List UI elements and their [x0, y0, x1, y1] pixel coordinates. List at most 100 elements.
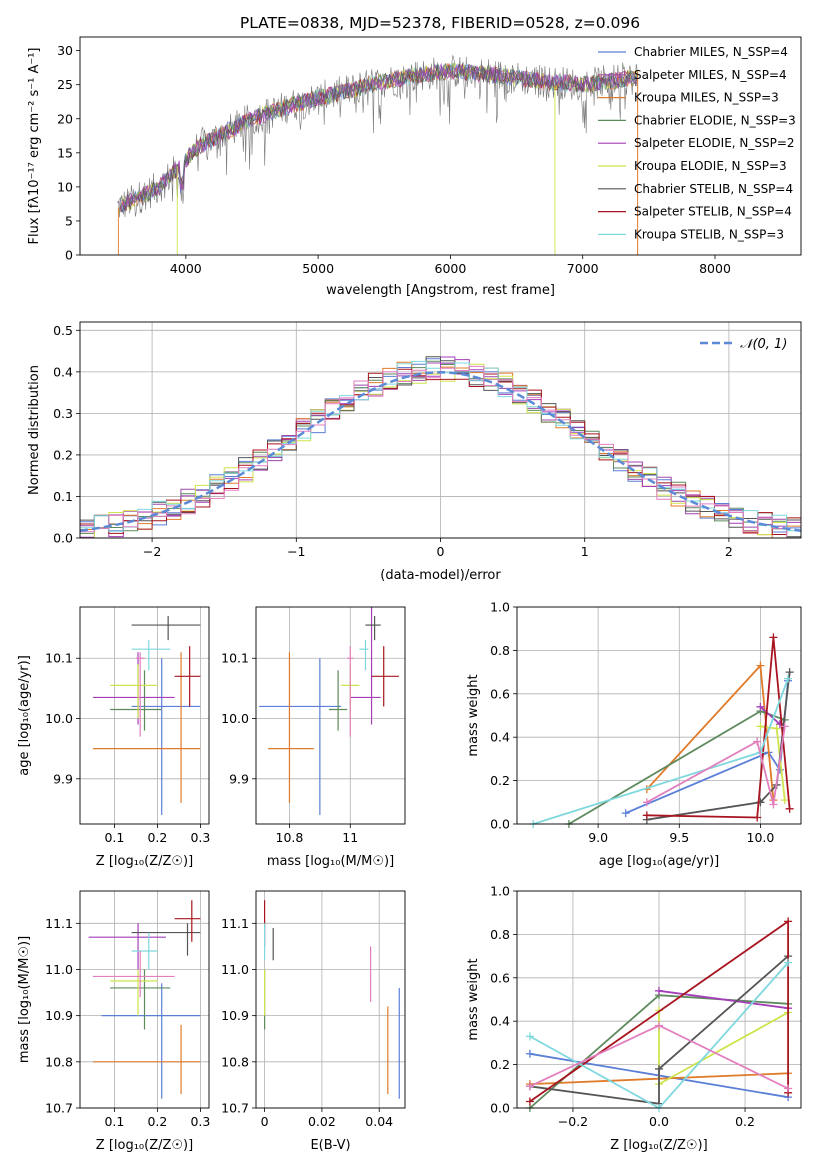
- y-tick-label: 0.8: [490, 643, 510, 658]
- y-tick-label: 0.0: [490, 817, 510, 832]
- weight-marker: [785, 668, 794, 677]
- x-tick-label: 6000: [435, 261, 467, 276]
- weight-marker: [642, 811, 651, 820]
- x-tick-label: 10.0: [747, 830, 775, 845]
- data-point: [101, 983, 201, 1099]
- x-tick-label: 9.5: [669, 830, 689, 845]
- spectrum-model-line: [119, 64, 638, 213]
- weight-marker: [784, 674, 793, 683]
- x-tick-label: 7000: [567, 261, 599, 276]
- axes-frame: [79, 321, 802, 539]
- axes-frame: [516, 606, 802, 825]
- data-point: [365, 616, 381, 641]
- weight-marker: [525, 1032, 534, 1041]
- legend-entry: Salpeter STELIB, N_SSP=4: [634, 205, 792, 219]
- weight-series-line: [529, 955, 789, 1105]
- data-point: [131, 616, 201, 641]
- data-point: [92, 652, 201, 803]
- data-point: [131, 640, 171, 671]
- y-axis-label: age [log₁₀(age/yr)]: [17, 655, 32, 776]
- axes-frame: [255, 606, 406, 825]
- axes-frame: [516, 890, 802, 1109]
- x-tick-label: 0.1: [104, 830, 124, 845]
- spectrum-model-line: [119, 63, 638, 212]
- y-tick-label: 10.9: [45, 1008, 73, 1023]
- x-tick-label: 10.8: [276, 830, 304, 845]
- y-tick-label: 11.1: [221, 916, 249, 931]
- y-tick-label: 10.7: [221, 1101, 249, 1116]
- weight_vs_age-panel: 9.0 9.5 10.0 0.0 0.2 0.4 0.6 0.8 1.0 age [log₁₀(a…: [466, 600, 802, 869]
- legend-entry: Salpeter ELODIE, N_SSP=2: [634, 136, 795, 150]
- y-tick-label: 0.2: [53, 447, 73, 462]
- x-axis-label: (data-model)/error: [380, 568, 501, 583]
- data-point: [347, 646, 354, 737]
- y-tick-label: 0: [65, 248, 73, 263]
- x-tick-label: 0: [437, 544, 445, 559]
- data-point: [110, 969, 158, 1016]
- weight-marker: [756, 702, 765, 711]
- histogram-step-line: [80, 368, 801, 535]
- x-tick-label: 0.04: [365, 1114, 393, 1129]
- data-point: [92, 652, 175, 725]
- x-tick-label: 4000: [170, 261, 202, 276]
- weight-marker: [756, 661, 765, 670]
- x-axis-label: age [log₁₀(age/yr)]: [599, 854, 720, 869]
- x-tick-label: −1: [287, 544, 305, 559]
- y-tick-label: 10.9: [221, 1008, 249, 1023]
- axes-frame: [79, 606, 210, 825]
- x-tick-label: 0.3: [190, 830, 210, 845]
- y-tick-label: 25: [57, 77, 73, 92]
- weight-marker: [642, 798, 651, 807]
- y-tick-label: 0.0: [53, 531, 73, 546]
- y-tick-label: 10.8: [221, 1054, 249, 1069]
- data-point: [259, 658, 342, 815]
- weight-marker: [780, 722, 789, 731]
- legend-entry: Chabrier STELIB, N_SSP=4: [634, 182, 793, 196]
- y-tick-label: 0.4: [490, 1014, 510, 1029]
- weight-marker: [753, 813, 762, 822]
- x-tick-label: 8000: [699, 261, 731, 276]
- data-point: [359, 640, 369, 671]
- gaussian-curve: [79, 371, 802, 532]
- histogram-step-line: [80, 356, 801, 530]
- weight-marker: [655, 1021, 663, 1030]
- y-tick-label: 5: [65, 213, 73, 228]
- y-tick-label: 10.8: [45, 1054, 73, 1069]
- weight-marker: [784, 1084, 793, 1093]
- x-axis-label: mass [log₁₀(M/M☉)]: [267, 854, 394, 869]
- x-tick-label: −2: [143, 544, 161, 559]
- weight-marker: [525, 1049, 534, 1058]
- weight-marker: [756, 722, 765, 731]
- x-tick-label: 11: [342, 830, 358, 845]
- y-tick-label: 0.4: [490, 730, 510, 745]
- x-tick-label: 0.2: [735, 1114, 755, 1129]
- figure-title: PLATE=0838, MJD=52378, FIBERID=0528, z=0…: [240, 14, 640, 32]
- weight-marker: [655, 1064, 663, 1073]
- data-point: [268, 652, 314, 803]
- x-tick-label: 0.02: [308, 1114, 336, 1129]
- age_vs_Z-panel: 0.1 0.2 0.3 9.9 10.0 10.1 Z [log₁₀(Z/Z☉)] age […: [17, 606, 210, 869]
- data-point: [88, 923, 166, 970]
- mass_vs_Z-panel: 0.1 0.2 0.3 10.7 10.8 10.9 11.0 11.1 Z [log₁₀(Z/…: [17, 890, 210, 1153]
- y-tick-label: 10.0: [221, 711, 249, 726]
- data-point: [328, 670, 348, 731]
- age_vs_mass-panel: 10.8 11 9.9 10.0 10.1 mass [log₁₀(M/M☉)]: [221, 606, 406, 869]
- weight-series-line: [646, 726, 786, 805]
- x-tick-label: 0.2: [147, 830, 167, 845]
- data-point: [131, 932, 158, 970]
- y-tick-label: 11.1: [45, 916, 73, 931]
- weight-marker: [769, 800, 778, 809]
- x-tick-label: 0.3: [190, 1114, 210, 1129]
- axes-frame: [79, 36, 802, 256]
- spectrum-model-line: [119, 62, 638, 214]
- x-axis-label: Z [log₁₀(Z/Z☉)]: [96, 1138, 193, 1153]
- weight-marker: [780, 796, 789, 805]
- data-point: [135, 652, 145, 737]
- y-tick-label: 1.0: [490, 600, 510, 615]
- y-axis-label: mass weight: [466, 674, 481, 756]
- y-tick-label: 0.2: [490, 1057, 510, 1072]
- y-tick-label: 0.1: [53, 489, 73, 504]
- weight-series-line: [646, 663, 775, 801]
- y-tick-label: 9.9: [229, 771, 249, 786]
- data-point: [350, 607, 381, 725]
